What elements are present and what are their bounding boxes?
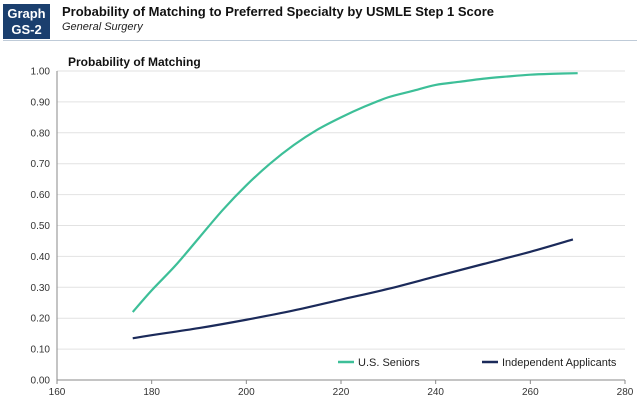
- page-subtitle: General Surgery: [62, 21, 143, 33]
- chart-title: Probability of Matching: [68, 55, 201, 69]
- y-tick-label: 0.70: [31, 159, 51, 170]
- page-title: Probability of Matching to Preferred Spe…: [62, 4, 494, 19]
- x-tick-label: 160: [49, 387, 66, 398]
- y-tick-label: 0.60: [31, 190, 51, 201]
- y-tick-label: 0.50: [31, 221, 51, 232]
- x-tick-label: 260: [522, 387, 539, 398]
- y-tick-label: 0.10: [31, 345, 51, 356]
- graph-badge-label: Graph: [7, 5, 46, 21]
- x-tick-label: 200: [238, 387, 255, 398]
- y-tick-label: 0.20: [31, 314, 51, 325]
- x-tick-label: 180: [143, 387, 160, 398]
- x-tick-label: 240: [427, 387, 444, 398]
- y-tick-label: 0.90: [31, 97, 51, 108]
- x-tick-label: 280: [617, 387, 634, 398]
- y-tick-label: 0.00: [31, 376, 51, 387]
- graph-badge-id: GS-2: [11, 21, 42, 37]
- series-line-1: [132, 238, 574, 340]
- graph-badge: Graph GS-2: [3, 4, 50, 39]
- legend-label-0: U.S. Seniors: [358, 357, 420, 369]
- legend-label-1: Independent Applicants: [502, 357, 617, 369]
- y-tick-label: 0.80: [31, 128, 51, 139]
- y-tick-label: 0.40: [31, 252, 51, 263]
- series-line-0: [131, 72, 578, 313]
- y-tick-label: 1.00: [31, 67, 51, 78]
- y-tick-label: 0.30: [31, 283, 51, 294]
- header-divider: [3, 40, 637, 41]
- x-tick-label: 220: [333, 387, 350, 398]
